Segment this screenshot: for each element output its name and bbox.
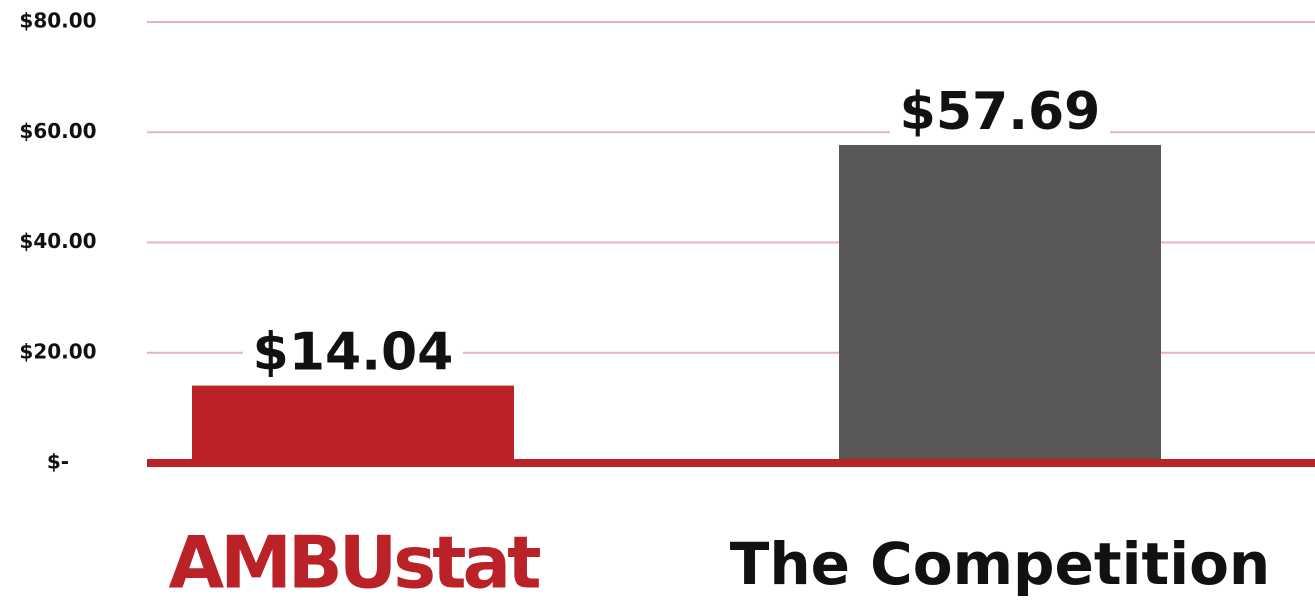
bar xyxy=(839,145,1161,463)
y-tick-label: $- xyxy=(47,450,69,474)
x-tick-label: The Competition xyxy=(730,530,1270,598)
value-label: $14.04 xyxy=(253,323,454,383)
logo-label: AMBUstat xyxy=(169,521,541,603)
y-tick-label: $60.00 xyxy=(19,119,96,143)
y-tick-label: $80.00 xyxy=(19,9,96,33)
chart: $- $20.00 $40.00 $60.00 $80.00 $14.04 AMBUstat… xyxy=(0,0,1315,603)
bar xyxy=(192,386,514,463)
value-label: $57.69 xyxy=(900,82,1101,142)
y-tick-label: $20.00 xyxy=(19,339,96,363)
y-tick-label: $40.00 xyxy=(19,229,96,253)
